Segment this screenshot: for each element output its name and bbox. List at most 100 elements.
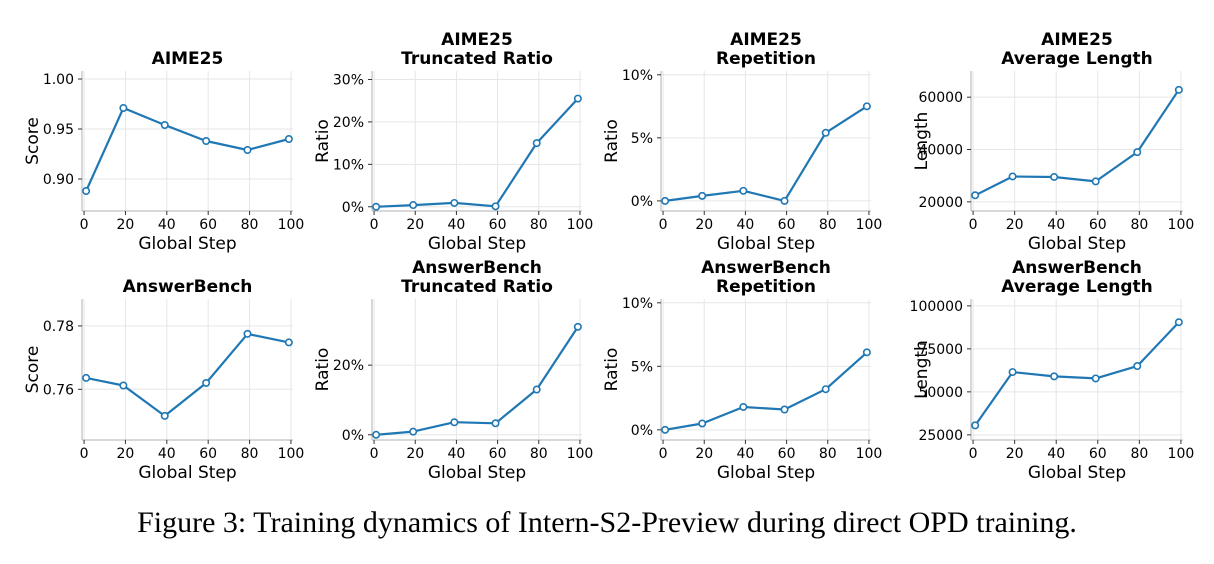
chart-title: AnswerBench bbox=[1012, 258, 1142, 278]
data-point bbox=[862, 348, 871, 357]
x-tick-label: 80 bbox=[241, 217, 259, 233]
data-point bbox=[821, 128, 830, 137]
x-tick-label: 20 bbox=[117, 446, 135, 462]
data-point bbox=[698, 419, 707, 428]
x-tick-label: 80 bbox=[241, 446, 259, 462]
y-axis-label: Ratio bbox=[602, 348, 622, 392]
chart-panel-3: 0 20 40 60 80 100 0% 5% 10% Global Step Ratio AIME2… bbox=[602, 30, 882, 254]
y-axis-label: Length bbox=[912, 340, 932, 399]
y-tick-label: 75000 bbox=[918, 342, 963, 358]
data-point bbox=[739, 186, 748, 195]
series-line bbox=[974, 89, 1180, 197]
chart-panel-4: 0 20 40 60 80 100 20000 40000 60000 Global Step Le… bbox=[912, 30, 1194, 254]
x-tick-label: 100 bbox=[567, 446, 594, 462]
data-point bbox=[971, 421, 980, 430]
y-axis-label: Ratio bbox=[602, 119, 622, 163]
chart-title: Repetition bbox=[716, 277, 816, 297]
x-tick-label: 20 bbox=[695, 217, 713, 233]
y-tick-label: 0% bbox=[631, 423, 653, 439]
y-tick-label: 1.00 bbox=[43, 72, 74, 88]
chart-title: AIME25 bbox=[152, 49, 224, 69]
data-point bbox=[1008, 368, 1017, 377]
data-point bbox=[532, 385, 541, 394]
series-line bbox=[376, 326, 579, 436]
y-tick-label: 20% bbox=[333, 358, 364, 374]
data-point bbox=[1133, 148, 1142, 157]
x-tick-label: 40 bbox=[158, 446, 176, 462]
y-tick-label: 10% bbox=[622, 296, 653, 312]
data-point bbox=[1174, 85, 1183, 94]
y-tick-label: 20000 bbox=[918, 195, 963, 211]
series-line bbox=[85, 332, 290, 417]
data-point bbox=[862, 102, 871, 111]
chart-panel-7: 0 20 40 60 80 100 0% 5% 10% Global Step Ratio Answe… bbox=[602, 258, 882, 483]
data-point bbox=[284, 135, 293, 144]
data-point bbox=[372, 202, 381, 211]
y-tick-label: 10% bbox=[622, 68, 653, 84]
x-tick-label: 0 bbox=[370, 217, 379, 233]
data-point bbox=[202, 378, 211, 387]
y-tick-label: 0.76 bbox=[43, 382, 74, 398]
chart-title: AIME25 bbox=[1041, 30, 1113, 50]
chart-panel-2: 0 20 40 60 80 100 0% 10% 20% 30% Global Step Ratio A… bbox=[313, 30, 593, 254]
chart-panel-6: 0 20 40 60 80 100 0% 20% Global Step Ratio AnswerB… bbox=[313, 258, 593, 483]
y-tick-label: 0% bbox=[342, 200, 364, 216]
x-tick-label: 40 bbox=[736, 446, 754, 462]
x-tick-label: 60 bbox=[489, 446, 507, 462]
x-tick-label: 80 bbox=[819, 217, 837, 233]
x-tick-label: 80 bbox=[530, 217, 548, 233]
x-axis-label: Global Step bbox=[1028, 234, 1126, 254]
series-line bbox=[664, 105, 868, 202]
x-axis-label: Global Step bbox=[138, 234, 236, 254]
x-axis-label: Global Step bbox=[428, 463, 526, 483]
data-point bbox=[409, 427, 418, 436]
chart-panel-1: 0 20 40 60 80 100 0.90 0.95 1.00 Global Step Score… bbox=[23, 49, 304, 254]
chart-title: Truncated Ratio bbox=[401, 277, 553, 297]
data-point bbox=[119, 104, 128, 113]
data-point bbox=[243, 329, 252, 338]
x-tick-label: 40 bbox=[1047, 217, 1065, 233]
data-point bbox=[491, 419, 500, 428]
data-point bbox=[1091, 374, 1100, 383]
data-point bbox=[1174, 318, 1183, 327]
data-point bbox=[1050, 172, 1059, 181]
training-dynamics-figure: 0 20 40 60 80 100 0.90 0.95 1.00 Global Step Score… bbox=[23, 30, 1195, 483]
y-axis-label: Ratio bbox=[313, 119, 333, 163]
y-axis-label: Ratio bbox=[313, 348, 333, 392]
x-tick-label: 100 bbox=[856, 217, 883, 233]
data-point bbox=[82, 373, 91, 382]
x-tick-label: 20 bbox=[406, 446, 424, 462]
y-tick-label: 0.95 bbox=[43, 122, 74, 138]
series-line bbox=[376, 97, 579, 208]
series-line bbox=[974, 321, 1180, 427]
data-point bbox=[450, 198, 459, 207]
data-point bbox=[82, 187, 91, 196]
y-axis-label: Score bbox=[23, 346, 43, 394]
x-axis-label: Global Step bbox=[428, 234, 526, 254]
chart-title: Average Length bbox=[1001, 277, 1153, 297]
data-point bbox=[202, 137, 211, 146]
chart-title: Truncated Ratio bbox=[401, 49, 553, 69]
x-tick-label: 0 bbox=[80, 446, 89, 462]
x-tick-label: 40 bbox=[158, 217, 176, 233]
x-tick-label: 100 bbox=[1168, 446, 1195, 462]
data-point bbox=[372, 430, 381, 439]
data-point bbox=[160, 121, 169, 130]
data-point bbox=[491, 202, 500, 211]
x-tick-label: 60 bbox=[1089, 446, 1107, 462]
data-point bbox=[698, 191, 707, 200]
x-tick-label: 60 bbox=[489, 217, 507, 233]
x-tick-label: 20 bbox=[695, 446, 713, 462]
x-axis-label: Global Step bbox=[1028, 463, 1126, 483]
x-tick-label: 100 bbox=[278, 217, 305, 233]
x-tick-label: 40 bbox=[1047, 446, 1065, 462]
chart-title: AnswerBench bbox=[412, 258, 542, 278]
x-tick-label: 60 bbox=[1089, 217, 1107, 233]
x-tick-label: 20 bbox=[1006, 217, 1024, 233]
x-tick-label: 60 bbox=[199, 217, 217, 233]
y-tick-label: 40000 bbox=[918, 143, 963, 159]
figure-caption: Figure 3: Training dynamics of Intern-S2… bbox=[137, 506, 1077, 539]
y-tick-label: 5% bbox=[631, 131, 653, 147]
x-tick-label: 100 bbox=[856, 446, 883, 462]
data-point bbox=[971, 191, 980, 200]
